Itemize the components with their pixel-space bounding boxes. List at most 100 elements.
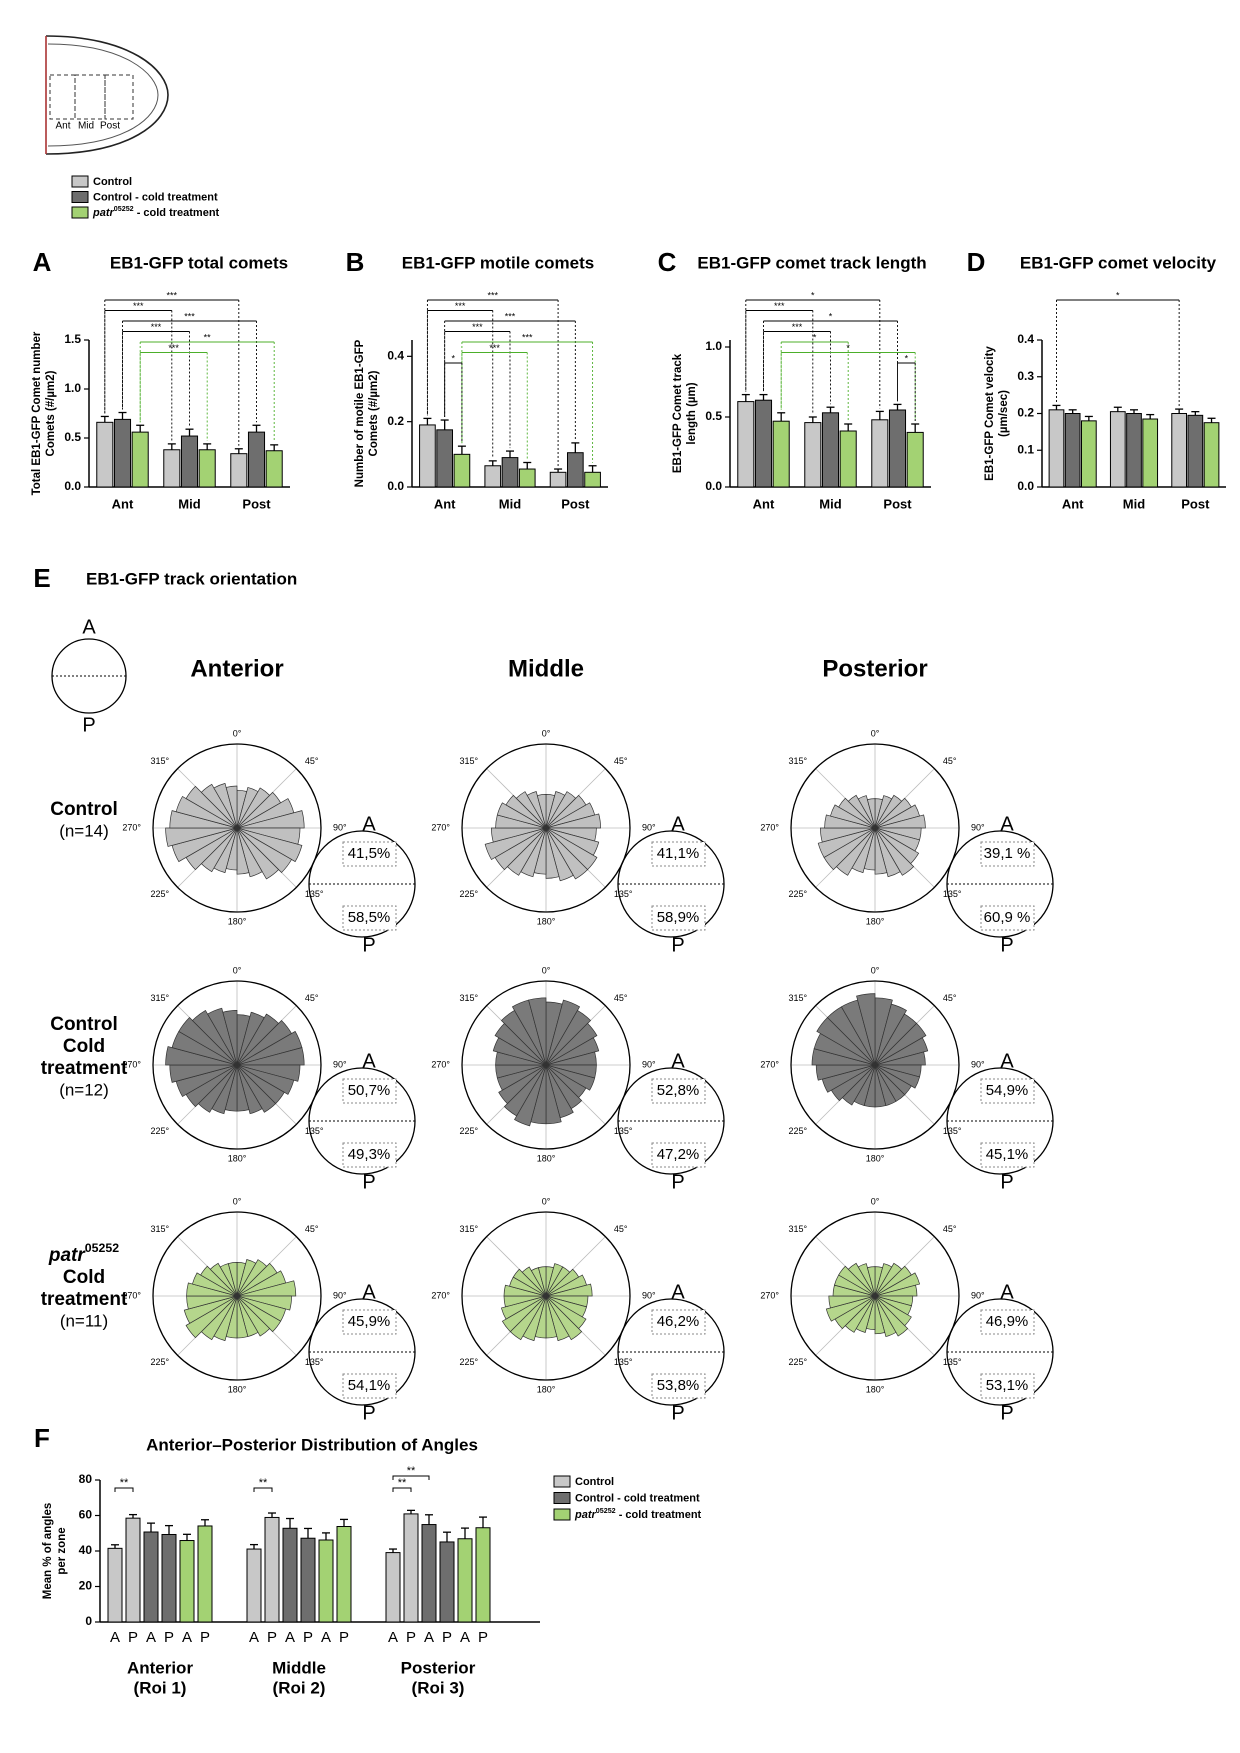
- rose-sector: [838, 797, 876, 829]
- bar: [821, 412, 840, 488]
- legend-label: patr05252 - cold treatment: [92, 205, 220, 219]
- angle-label: 270°: [122, 822, 141, 832]
- condition-name: Control - cold treatment: [93, 191, 218, 203]
- y-tick-label: 40: [79, 1543, 93, 1557]
- bar: [403, 1513, 419, 1623]
- y-tick-label: 0.3: [1017, 369, 1034, 383]
- x-tick-label: A: [110, 1629, 120, 1646]
- x-tick-label: P: [200, 1629, 210, 1646]
- significance-label: ***: [472, 322, 483, 332]
- rose-sector: [236, 1064, 295, 1095]
- angle-label: 45°: [305, 756, 319, 766]
- rose-sector: [236, 1295, 271, 1337]
- rose-sector: [874, 1295, 909, 1337]
- rose-sector: [874, 827, 888, 875]
- x-tick-label: A: [460, 1629, 470, 1646]
- angle-label: 270°: [760, 1290, 779, 1300]
- x-tick-label: Mid: [178, 496, 200, 511]
- angle-label: 315°: [788, 1224, 807, 1234]
- condition-name: Control: [93, 176, 132, 188]
- rose-outline: [790, 1211, 960, 1381]
- condition-name: Control: [575, 1476, 614, 1488]
- allele: 05252: [85, 1241, 119, 1255]
- legend-label: Control - cold treatment: [93, 191, 218, 203]
- rose-sector: [185, 785, 238, 829]
- split-label: 39,1 %: [984, 845, 1031, 862]
- rose-sector: [528, 997, 547, 1066]
- angle-label: 270°: [431, 822, 450, 832]
- split-box: [651, 1373, 706, 1399]
- rose-sector: [491, 827, 547, 843]
- gene: patr: [574, 1509, 597, 1521]
- chart-title: EB1-GFP comet track length: [697, 253, 926, 272]
- bar: [549, 471, 567, 488]
- rose-sector: [825, 1295, 876, 1322]
- panel-letter: F: [34, 1423, 50, 1453]
- split-label: 41,1%: [657, 845, 700, 862]
- y-axis-label: Total EB1-GFP Comet number: [31, 331, 43, 495]
- angle-label: 315°: [459, 993, 478, 1003]
- y-axis-label: length (µm): [686, 382, 698, 444]
- angle-label: 225°: [150, 1126, 169, 1136]
- bar: [143, 1531, 159, 1623]
- y-tick-label: 20: [79, 1579, 93, 1593]
- rose-sector: [545, 827, 589, 880]
- split-box: [651, 841, 706, 867]
- rose-sector: [545, 1295, 583, 1341]
- bracket: [114, 1487, 134, 1492]
- x-tick-label: Post: [883, 496, 912, 511]
- split-label: 41,5%: [348, 845, 391, 862]
- rose-outline: [152, 743, 322, 913]
- legend-label: patr05252 - cold treatment: [574, 1507, 702, 1521]
- split-box: [651, 1078, 706, 1104]
- y-tick-label: 0.0: [387, 479, 404, 493]
- rose-sector: [236, 827, 263, 878]
- significance-label: ***: [522, 332, 533, 342]
- bar: [888, 409, 907, 488]
- panel-letter: B: [346, 247, 365, 277]
- orientation-label: P: [362, 934, 375, 956]
- orientation-label: P: [362, 1402, 375, 1424]
- angle-label: 135°: [943, 1126, 962, 1136]
- angle-label: 45°: [305, 1224, 319, 1234]
- significance-label: **: [398, 1477, 407, 1489]
- split-label: 47,2%: [657, 1146, 700, 1163]
- row-label: patr05252: [48, 1241, 119, 1266]
- bar: [198, 449, 216, 488]
- split-box: [980, 841, 1035, 867]
- y-axis-label: Mean % of angles: [42, 1503, 54, 1600]
- y-tick-label: 0.5: [64, 430, 81, 444]
- bar: [1187, 414, 1204, 488]
- angle-label: 135°: [305, 1126, 324, 1136]
- row-n: (n=12): [59, 1080, 109, 1099]
- split-label: 45,1%: [986, 1146, 1029, 1163]
- rose-sector: [856, 993, 876, 1066]
- orientation-label: P: [671, 1402, 684, 1424]
- split-box: [342, 841, 397, 867]
- orientation-label: P: [1000, 1171, 1013, 1193]
- angle-label: 45°: [614, 1224, 628, 1234]
- rose-outline: [152, 980, 322, 1150]
- orientation-label: P: [1000, 1402, 1013, 1424]
- rose-sector: [236, 1064, 263, 1115]
- rose-sector: [545, 1064, 596, 1091]
- rose-sector: [829, 804, 876, 829]
- bar: [421, 1524, 437, 1623]
- bar: [125, 1517, 141, 1623]
- x-tick-label: Post: [242, 496, 271, 511]
- row-n: (n=14): [59, 821, 109, 840]
- split-label: 54,1%: [348, 1377, 391, 1394]
- rose-sector: [236, 827, 293, 874]
- split-box: [651, 905, 706, 931]
- bar: [1126, 413, 1142, 488]
- bar: [197, 1525, 213, 1623]
- rose-sector: [874, 827, 901, 878]
- significance-label: ***: [167, 290, 178, 300]
- bar: [871, 419, 889, 488]
- rose-sector: [175, 796, 238, 829]
- rose-sector: [874, 1051, 926, 1066]
- y-axis-label: Number of motile EB1-GFP: [354, 339, 366, 487]
- x-tick-label: P: [406, 1629, 416, 1646]
- split-box: [980, 1373, 1035, 1399]
- rose-sector: [236, 1047, 305, 1066]
